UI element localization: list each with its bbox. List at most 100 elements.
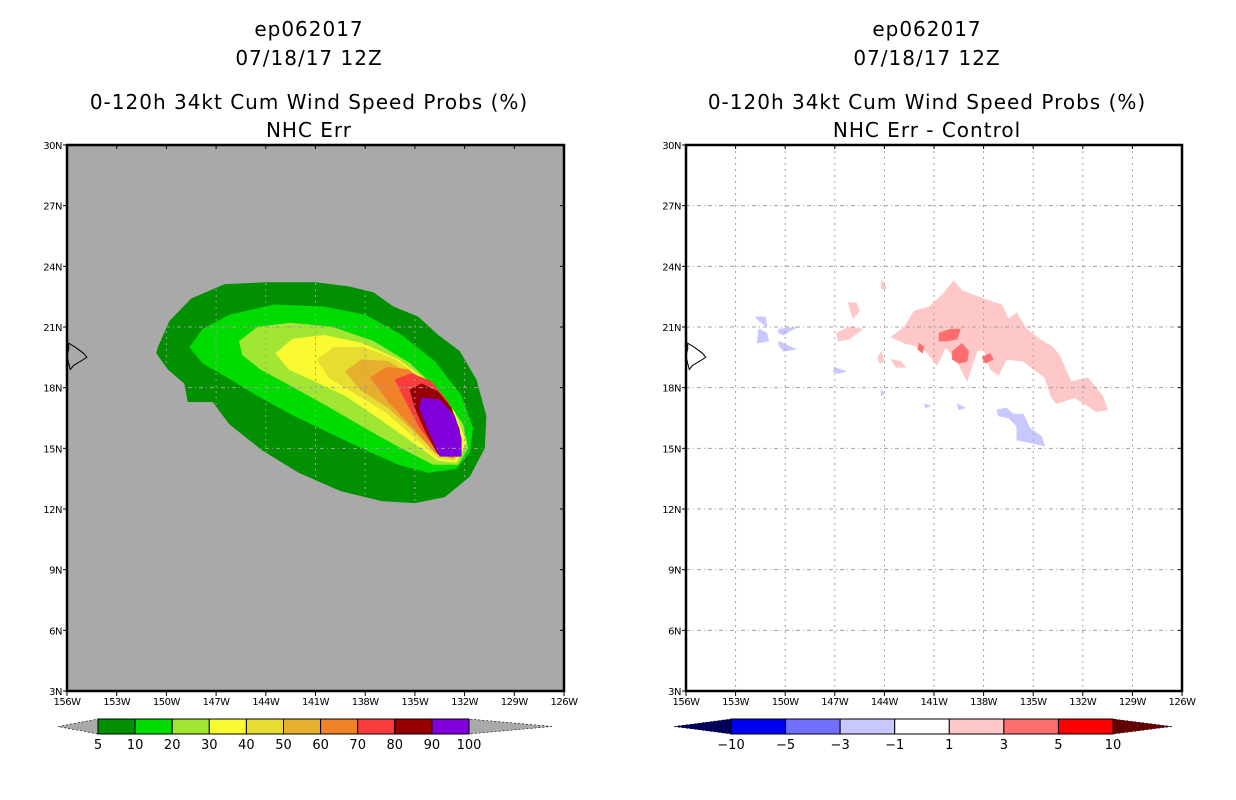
colorbar-box [171,718,210,735]
colorbar-extend-low [57,718,99,735]
x-tick-label: 153W [103,697,131,708]
colorbar-label: 10 [127,738,144,753]
y-tick-label: 30N [43,141,62,152]
x-tick-label: 150W [772,697,800,708]
colorbar-label: 5 [94,738,102,753]
datetime-title: 07/18/17 12Z [235,46,383,70]
contour-region-3 [951,342,969,364]
storm-id-title: ep062017 [872,17,982,41]
colorbar-label: 80 [387,738,404,753]
y-tick-label: 27N [43,202,62,213]
y-tick-label: 27N [662,202,681,213]
y-tick-label: 18N [662,384,681,395]
colorbar-box [134,718,173,735]
contour-region-3 [938,328,961,342]
y-tick-label: 6N [49,626,62,637]
contour-region-neg1 [956,403,967,411]
colorbar-label: 30 [201,738,218,753]
contour-region-1 [890,359,907,368]
colorbar-box [839,718,896,735]
colorbar-box [97,718,136,735]
x-tick-label: 147W [203,697,231,708]
map-background [686,145,1182,691]
x-tick-label: 129W [1119,697,1147,708]
x-tick-label: 141W [302,697,330,708]
colorbar-box [208,718,247,735]
contour-region-neg1 [756,328,769,344]
x-tick-label: 126W [551,697,579,708]
contour-region-1 [877,350,885,364]
contour-regions [156,282,487,504]
colorbar: 5 10 20 30 40 50 60 70 80 90 100 [57,718,553,753]
colorbar-label: 70 [349,738,366,753]
x-tick-label: 138W [352,697,380,708]
y-tick-label: 21N [662,323,681,334]
contour-regions [754,280,1108,447]
y-tick-label: 9N [668,566,681,577]
colorbar-box [730,718,787,735]
colorbar-box [357,718,396,735]
contour-region-neg1 [923,403,932,409]
colorbar-label: −10 [717,738,744,753]
contour-region-3 [981,352,994,364]
y-tick-label: 9N [49,566,62,577]
datetime-title: 07/18/17 12Z [853,46,1001,70]
x-tick-label: 129W [501,697,529,708]
x-tick-label: 150W [153,697,181,708]
x-tick-label: 135W [1020,697,1048,708]
x-tick-label: 132W [1069,697,1097,708]
colorbar-box [1057,718,1114,735]
contour-region-90 [419,397,462,457]
x-tick-label: 141W [921,697,949,708]
x-tick-label: 144W [252,697,280,708]
y-tick-label: 21N [43,323,62,334]
contour-region-neg1 [996,407,1046,447]
x-tick-label: 126W [1169,697,1197,708]
right-map-chart: 156W 153W 150W 147W 144W 141W 138W 135W 132W 129W… [662,141,1197,753]
colorbar-box [283,718,322,735]
contour-region-3 [917,342,925,354]
colorbar-label: 10 [1105,738,1122,753]
contour-region-neg1 [880,389,885,397]
colorbar-box [894,718,950,735]
contour-region-neg1 [832,367,848,374]
x-tick-label: 156W [54,697,82,708]
y-tick-label: 24N [43,262,62,273]
gridlines [686,145,1182,691]
colorbar-label: 90 [424,738,441,753]
contour-region-1 [880,280,887,289]
product-title: 0-120h 34kt Cum Wind Speed Probs (%) [89,90,529,114]
product-title: 0-120h 34kt Cum Wind Speed Probs (%) [707,90,1147,114]
colorbar-label: 3 [1000,738,1008,753]
colorbar: −10 −5 −3 −1 1 3 5 10 [673,718,1173,753]
x-tick-label: 135W [401,697,429,708]
x-tick-label: 147W [821,697,849,708]
colorbar-box [1003,718,1059,735]
colorbar-extend-high [468,718,553,735]
colorbar-label: 100 [457,738,482,753]
colorbar-extend-high [1112,718,1173,735]
colorbar-label: 5 [1054,738,1062,753]
x-tick-label: 132W [451,697,479,708]
subtitle: NHC Err [265,118,353,142]
colorbar-box [245,718,284,735]
x-tick-label: 153W [722,697,750,708]
x-tick-label: 156W [673,697,701,708]
colorbar-box [948,718,1005,735]
colorbar-label: 1 [945,738,953,753]
contour-region-neg1 [778,340,798,352]
colorbar-label: −5 [776,738,795,753]
colorbar-label: 40 [238,738,255,753]
y-tick-label: 30N [662,141,681,152]
y-tick-label: 6N [668,626,681,637]
y-tick-label: 18N [43,384,62,395]
storm-id-title: ep062017 [254,17,364,41]
right-panel: ep062017 07/18/17 12Z 0-120h 34kt Cum Wi… [618,0,1236,800]
colorbar-label: −1 [885,738,904,753]
colorbar-label: −3 [831,738,850,753]
colorbar-box [394,718,433,735]
y-tick-label: 3N [668,687,681,698]
contour-region-1 [890,280,1108,413]
y-tick-label: 15N [662,444,681,455]
left-panel: ep062017 07/18/17 12Z 0-120h 34kt Cum Wi… [43,17,579,753]
